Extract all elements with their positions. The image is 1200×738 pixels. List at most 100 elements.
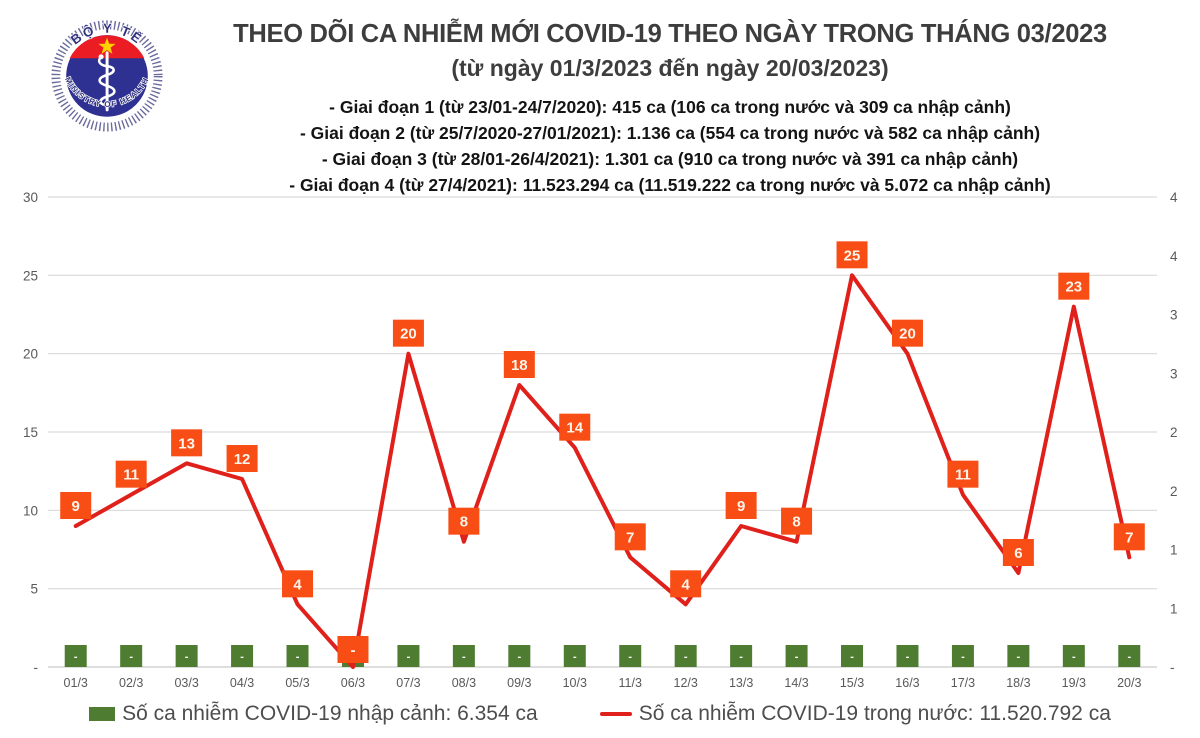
data-point-label: 20 <box>899 326 916 343</box>
x-axis-label: 16/3 <box>895 676 919 690</box>
data-point-label-box <box>115 460 147 488</box>
data-point-label: 20 <box>400 326 417 343</box>
data-point-label: 14 <box>566 420 583 437</box>
left-axis-tick-label: - <box>34 660 39 675</box>
imported-cases-bar <box>64 645 87 667</box>
right-axis-tick-label: 3 <box>1170 366 1178 381</box>
data-point-label: 18 <box>511 357 528 374</box>
right-axis-tick-label: 2 <box>1170 484 1178 499</box>
imported-cases-bar <box>674 645 697 667</box>
left-axis-tick-label: 10 <box>23 503 38 518</box>
x-axis-label: 05/3 <box>285 676 309 690</box>
imported-cases-bar <box>120 645 143 667</box>
data-point-label: 9 <box>72 498 80 515</box>
data-point-label-box <box>947 460 979 488</box>
x-axis-label: 18/3 <box>1006 676 1030 690</box>
data-point-label: 23 <box>1065 279 1082 296</box>
data-point-label-box <box>1113 523 1145 551</box>
data-point-label: 6 <box>1014 545 1022 562</box>
data-point-label-box <box>670 570 702 598</box>
imported-cases-bar <box>730 645 753 667</box>
chart-legend: Số ca nhiễm COVID-19 nhập cảnh: 6.354 ca… <box>0 702 1200 726</box>
right-axis-tick-label: 4 <box>1170 190 1178 205</box>
bar-value-label: - <box>517 651 521 663</box>
data-point-label-box <box>836 241 868 269</box>
data-point-label-box <box>337 636 369 663</box>
imported-cases-bar <box>951 645 974 667</box>
imported-cases-bar <box>1062 645 1085 667</box>
chart-header: THEO DÕI CA NHIỄM MỚI COVID-19 THEO NGÀY… <box>150 0 1190 198</box>
bar-value-label: - <box>1017 651 1021 663</box>
data-point-label: 9 <box>737 498 745 515</box>
snake-head <box>98 54 104 60</box>
bar-value-label: - <box>573 651 577 663</box>
data-point-label-box <box>392 319 424 347</box>
x-axis-label: 17/3 <box>951 676 975 690</box>
legend-item-imported: Số ca nhiễm COVID-19 nhập cảnh: 6.354 ca <box>89 702 538 726</box>
bar-value-label: - <box>296 651 300 663</box>
chart-title: THEO DÕI CA NHIỄM MỚI COVID-19 THEO NGÀY… <box>233 20 1107 48</box>
imported-cases-bar <box>175 645 198 667</box>
data-point-label-box <box>1002 539 1034 566</box>
x-axis-label: 04/3 <box>230 676 254 690</box>
x-axis-label: 06/3 <box>341 676 365 690</box>
data-point-label: 4 <box>682 576 691 593</box>
line-swatch-icon <box>599 712 632 716</box>
x-axis-label: 03/3 <box>174 676 198 690</box>
left-axis-tick-label: 25 <box>23 268 38 283</box>
data-point-label: 7 <box>626 529 634 546</box>
x-axis-label: 20/3 <box>1117 676 1141 690</box>
period-note-3: - Giai đoạn 3 (từ 28/01-26/4/2021): 1.30… <box>321 149 1019 169</box>
bar-value-label: - <box>961 651 965 663</box>
data-point-label: 11 <box>123 467 139 484</box>
data-point-label-box <box>891 319 923 347</box>
imported-cases-bar <box>452 645 475 667</box>
data-point-label: 12 <box>234 451 251 468</box>
left-axis-tick-label: 15 <box>23 425 38 440</box>
legend-item-domestic: Số ca nhiễm COVID-19 trong nước: 11.520.… <box>599 702 1111 726</box>
bar-value-label: - <box>240 651 244 663</box>
left-axis-tick-label: 5 <box>30 582 38 597</box>
imported-cases-bar <box>508 645 531 667</box>
right-axis-tick-label: - <box>1170 660 1175 675</box>
x-axis-label: 10/3 <box>563 676 587 690</box>
imported-cases-bar <box>841 645 864 667</box>
x-axis-label: 09/3 <box>507 676 531 690</box>
data-point-label-box <box>781 507 813 535</box>
legend-label-domestic: Số ca nhiễm COVID-19 trong nước: 11.520.… <box>638 702 1111 725</box>
x-axis-label: 19/3 <box>1062 676 1086 690</box>
snake-icon <box>97 56 116 106</box>
data-point-label: 7 <box>1125 529 1133 546</box>
data-point-label: 8 <box>792 514 800 531</box>
x-axis-label: 02/3 <box>119 676 143 690</box>
x-axis-label: 08/3 <box>452 676 476 690</box>
period-note-1: - Giai đoạn 1 (từ 23/01-24/7/2020): 415 … <box>329 97 1011 117</box>
bar-value-label: - <box>407 651 411 663</box>
imported-cases-bar <box>896 645 919 667</box>
imported-cases-bar <box>231 645 254 667</box>
period-note-2: - Giai đoạn 2 (từ 25/7/2020-27/01/2021):… <box>299 123 1041 143</box>
bar-value-label: - <box>1072 651 1076 663</box>
data-point-label: 11 <box>955 467 971 484</box>
data-point-label-box <box>448 507 480 535</box>
right-axis-tick-label: 3 <box>1170 308 1178 323</box>
data-point-label: 4 <box>293 576 302 593</box>
data-point-label-box <box>503 351 535 378</box>
bar-value-label: - <box>795 651 799 663</box>
period-note-4: - Giai đoạn 4 (từ 27/4/2021): 11.523.294… <box>289 175 1051 195</box>
bar-value-label: - <box>684 651 688 663</box>
chart-subtitle: (từ ngày 01/3/2023 đến ngày 20/03/2023) <box>451 55 889 81</box>
x-axis-label: 12/3 <box>674 676 698 690</box>
imported-cases-bar <box>619 645 642 667</box>
bar-value-label: - <box>462 651 466 663</box>
period-notes: - Giai đoạn 1 (từ 23/01-24/7/2020): 415 … <box>150 94 1190 198</box>
data-point-label-box <box>614 523 646 551</box>
data-point-label-box <box>171 429 203 457</box>
right-axis-tick-label: 1 <box>1170 601 1178 616</box>
imported-cases-bar <box>286 645 309 667</box>
x-axis-label: 01/3 <box>64 676 88 690</box>
data-point-label-box <box>559 413 591 441</box>
data-point-label: 25 <box>844 247 861 264</box>
